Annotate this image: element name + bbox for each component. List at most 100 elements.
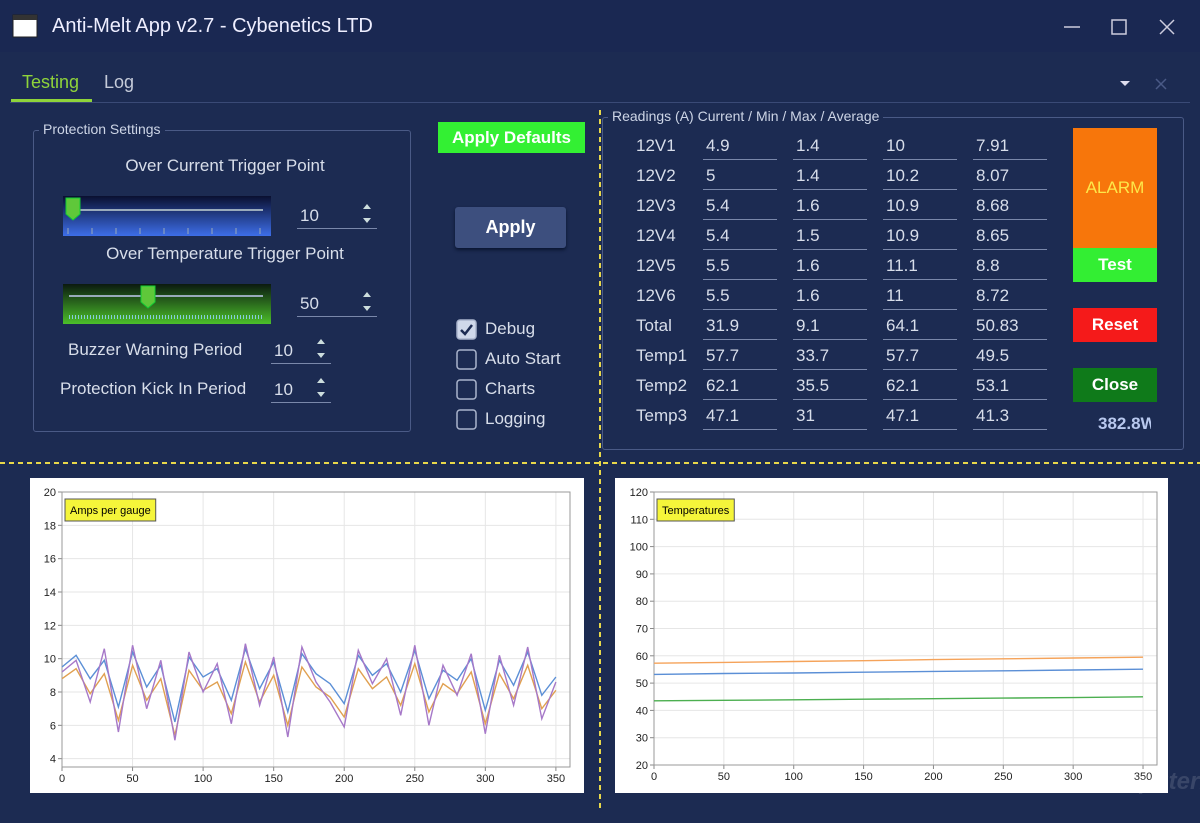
window-title: Anti-Melt App v2.7 - Cybenetics LTD bbox=[52, 15, 373, 37]
checkbox[interactable] bbox=[456, 319, 478, 341]
series-line bbox=[653, 656, 1144, 664]
reading-cell: 31 bbox=[793, 406, 867, 430]
spinner-arrows[interactable] bbox=[315, 336, 327, 362]
current-slider[interactable] bbox=[63, 196, 271, 236]
x-tick-label: 300 bbox=[1064, 771, 1082, 783]
reading-cell: 31.9 bbox=[703, 316, 777, 340]
reading-cell: 8.8 bbox=[973, 256, 1047, 280]
y-tick-label: 10 bbox=[44, 654, 56, 666]
tab-separator bbox=[10, 102, 1190, 103]
checkbox-label[interactable]: Debug bbox=[485, 319, 536, 338]
y-tick-label: 120 bbox=[630, 487, 648, 499]
spinner-value[interactable]: 10 bbox=[271, 338, 331, 364]
checkbox[interactable] bbox=[456, 409, 478, 431]
spinner-arrows[interactable] bbox=[315, 375, 327, 401]
y-tick-label: 90 bbox=[636, 569, 648, 581]
y-tick-label: 18 bbox=[44, 520, 56, 532]
apply-defaults-button[interactable]: Apply Defaults bbox=[438, 122, 585, 153]
reading-cell: 1.6 bbox=[793, 196, 867, 220]
temperature-chart: 20 30 40 50 60 70 80 90 100 110 120 0 50 100 150 200 250… bbox=[615, 478, 1168, 793]
row-label: Temp2 bbox=[636, 376, 688, 395]
dashed-separators bbox=[0, 110, 1200, 810]
y-tick-label: 50 bbox=[636, 678, 648, 690]
y-tick-label: 80 bbox=[636, 596, 648, 608]
apply-button[interactable]: Apply bbox=[455, 207, 566, 248]
arrow-up bbox=[317, 378, 325, 383]
watermark: ComputerBase bbox=[1086, 768, 1200, 795]
tab-testing[interactable]: Testing bbox=[22, 72, 80, 92]
spinner-value[interactable]: 10 bbox=[271, 377, 331, 403]
plot-frame bbox=[653, 491, 1158, 766]
power-readout: 382.8W bbox=[1098, 414, 1151, 433]
temperature-slider[interactable] bbox=[63, 284, 271, 324]
reading-cell: 11 bbox=[883, 286, 957, 310]
reading-cell: 5.4 bbox=[703, 196, 777, 220]
row-label: 12V1 bbox=[636, 136, 676, 155]
row-label: 12V6 bbox=[636, 286, 676, 305]
spinner-value[interactable]: 10 bbox=[297, 203, 377, 229]
checkbox[interactable] bbox=[456, 349, 478, 371]
row-label: 12V5 bbox=[636, 256, 676, 275]
checkbox-label[interactable]: Auto Start bbox=[485, 349, 561, 368]
reset-button[interactable]: Reset bbox=[1073, 308, 1157, 342]
checkbox[interactable] bbox=[456, 379, 478, 401]
plot-frame bbox=[61, 491, 571, 768]
reading-cell: 41.3 bbox=[973, 406, 1047, 430]
reading-cell: 49.5 bbox=[973, 346, 1047, 370]
alarm-indicator: ALARM bbox=[1073, 128, 1157, 248]
reading-cell: 4.9 bbox=[703, 136, 777, 160]
x-tick-label: 250 bbox=[406, 773, 424, 785]
label: Buzzer Warning Period bbox=[68, 340, 243, 359]
x-tick-label: 150 bbox=[854, 771, 872, 783]
reading-cell: 1.6 bbox=[793, 286, 867, 310]
series-line bbox=[653, 668, 1144, 676]
reading-cell: 1.4 bbox=[793, 166, 867, 190]
close-button[interactable]: Close bbox=[1073, 368, 1157, 402]
label: Protection Kick In Period bbox=[60, 379, 247, 398]
tab-log[interactable]: Log bbox=[104, 72, 135, 92]
checkbox-box bbox=[456, 379, 477, 400]
arrow-down bbox=[317, 392, 325, 397]
x-tick-label: 50 bbox=[126, 773, 138, 785]
x-tick-label: 250 bbox=[994, 771, 1012, 783]
reading-cell: 8.72 bbox=[973, 286, 1047, 310]
y-tick-label: 20 bbox=[636, 760, 648, 772]
window-controls[interactable] bbox=[1060, 16, 1185, 38]
series-line bbox=[653, 696, 1144, 702]
y-tick-label: 110 bbox=[630, 514, 648, 526]
reading-cell: 57.7 bbox=[703, 346, 777, 370]
checkbox-label[interactable]: Charts bbox=[485, 379, 536, 398]
x-tick-label: 350 bbox=[547, 773, 565, 785]
reading-cell: 11.1 bbox=[883, 256, 957, 280]
spinner-arrows[interactable] bbox=[361, 289, 373, 315]
reading-cell: 33.7 bbox=[793, 346, 867, 370]
y-tick-label: 30 bbox=[636, 733, 648, 745]
checkmark bbox=[460, 324, 473, 336]
reading-cell: 7.91 bbox=[973, 136, 1047, 160]
row-label: Total bbox=[636, 316, 672, 335]
readings-group bbox=[602, 117, 1184, 450]
checkbox-label[interactable]: Logging bbox=[485, 409, 546, 428]
x-tick-label: 300 bbox=[476, 773, 494, 785]
reading-cell: 9.1 bbox=[793, 316, 867, 340]
reading-cell: 35.5 bbox=[793, 376, 867, 400]
y-tick-label: 60 bbox=[636, 651, 648, 663]
spinner-value[interactable]: 50 bbox=[297, 291, 377, 317]
chart-title-box bbox=[656, 498, 735, 522]
chart-title-box bbox=[64, 498, 157, 522]
group-title: Readings (A) Current / Min / Max / Avera… bbox=[608, 108, 884, 124]
tab-tools[interactable] bbox=[1118, 76, 1173, 92]
row-label: Temp1 bbox=[636, 346, 688, 365]
spinner-arrows[interactable] bbox=[361, 201, 373, 227]
reading-cell: 1.6 bbox=[793, 256, 867, 280]
x-tick-label: 200 bbox=[335, 773, 353, 785]
arrow-up bbox=[363, 292, 371, 297]
y-tick-label: 14 bbox=[44, 587, 56, 599]
test-button[interactable]: Test bbox=[1073, 248, 1157, 282]
group-title: Protection Settings bbox=[39, 121, 165, 137]
x-tick-label: 100 bbox=[194, 773, 212, 785]
reading-cell: 10.9 bbox=[883, 196, 957, 220]
y-tick-label: 4 bbox=[50, 754, 56, 766]
